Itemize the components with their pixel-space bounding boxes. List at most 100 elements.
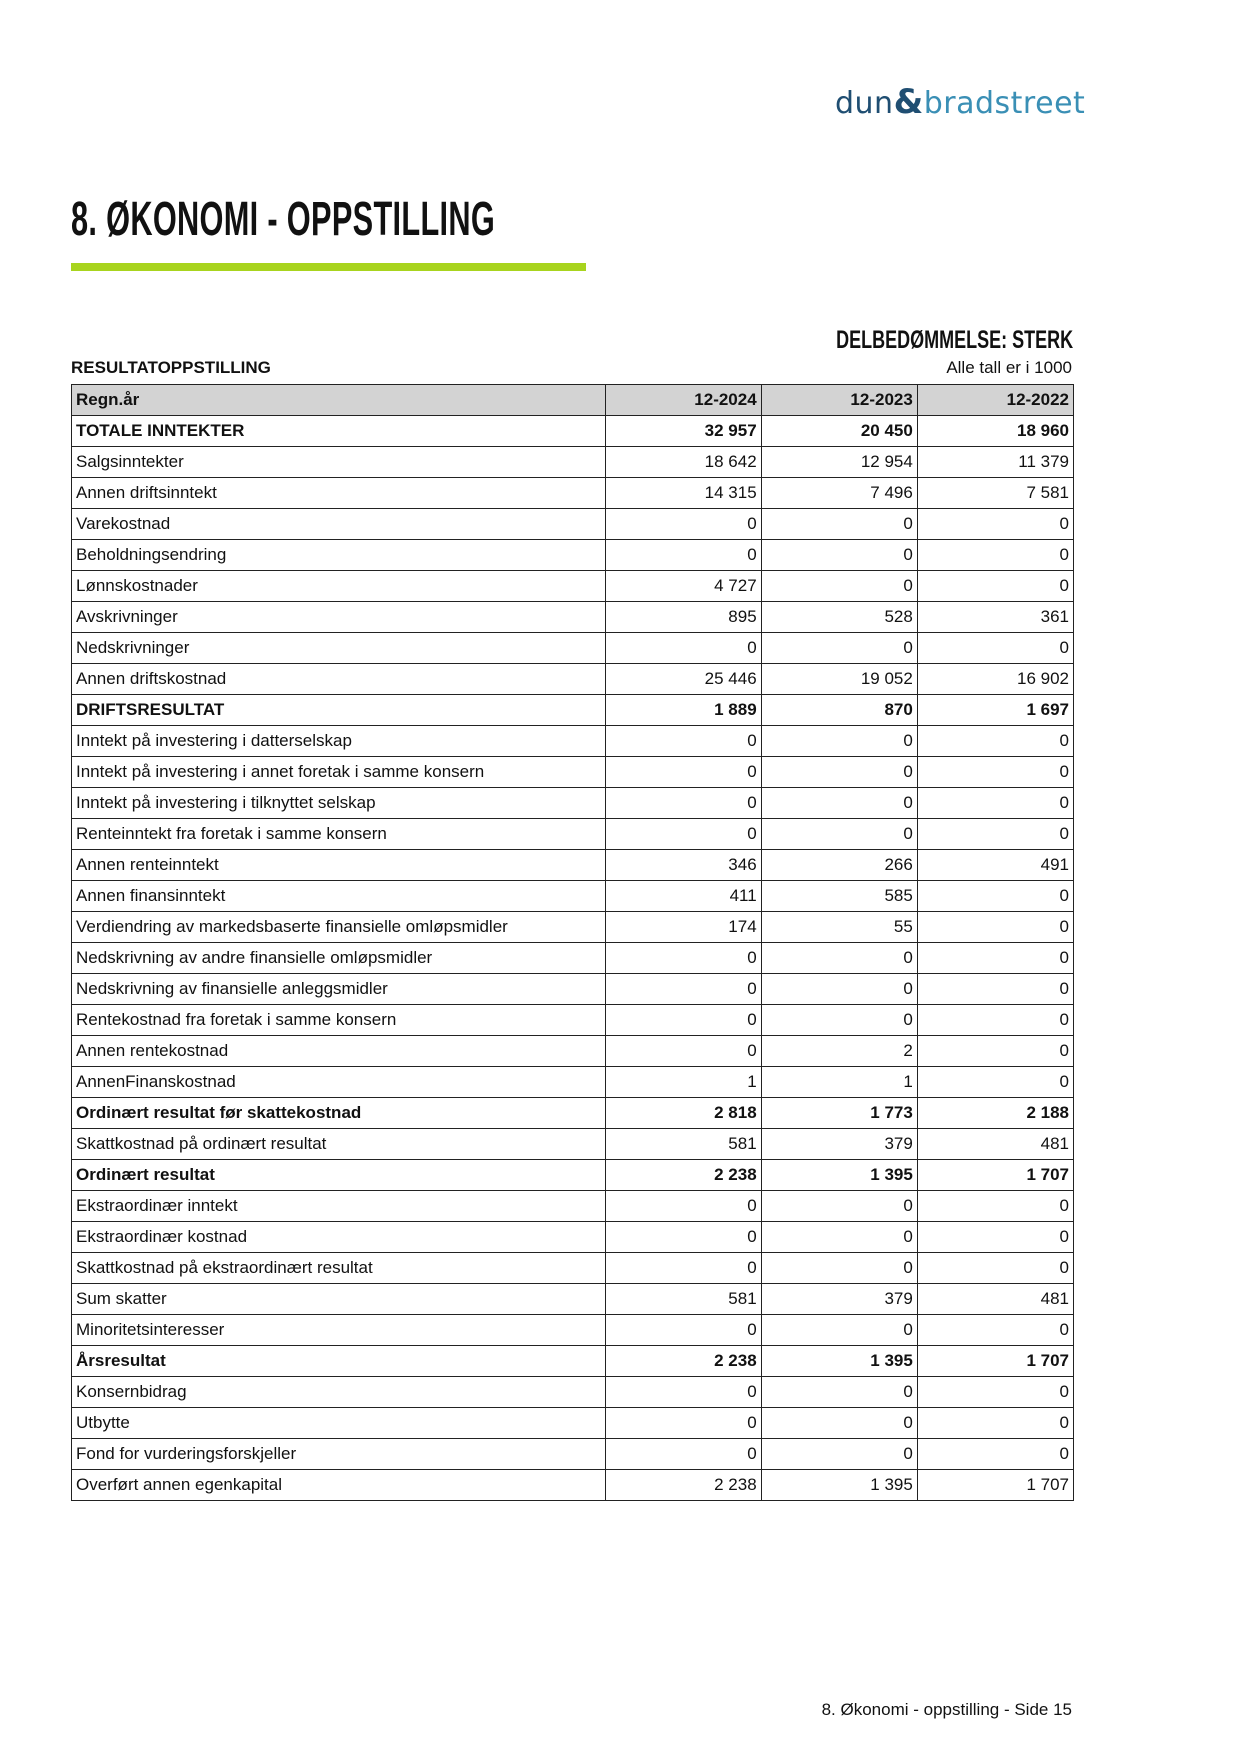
row-value: 0: [760, 725, 918, 757]
table-row: Skattkostnad på ordinært resultat 581 379 4…: [71, 1128, 1075, 1160]
row-value: 481: [916, 1128, 1075, 1160]
header-cell-year: 12-2022: [916, 384, 1075, 416]
rating-heading: DELBEDØMMELSE: STERK: [835, 326, 1073, 354]
row-value: 0: [916, 539, 1075, 571]
row-label: Annen renteinntekt: [71, 849, 606, 881]
table-row: Ordinært resultat 2 238 1 395 1 707: [71, 1159, 1075, 1191]
row-label: Nedskrivninger: [71, 632, 606, 664]
row-value: 0: [760, 1407, 918, 1439]
table-row: DRIFTSRESULTAT 1 889 870 1 697: [71, 694, 1075, 726]
row-value: 2 818: [604, 1097, 762, 1129]
row-value: 14 315: [604, 477, 762, 509]
row-value: 0: [916, 1190, 1075, 1222]
row-label: Ekstraordinær kostnad: [71, 1221, 606, 1253]
row-label: Ordinært resultat før skattekostnad: [71, 1097, 606, 1129]
row-label: DRIFTSRESULTAT: [71, 694, 606, 726]
row-value: 0: [604, 1376, 762, 1408]
table-row: Verdiendring av markedsbaserte finansiel…: [71, 911, 1075, 943]
row-label: Ordinært resultat: [71, 1159, 606, 1191]
row-value: 0: [916, 911, 1075, 943]
row-value: 1 773: [760, 1097, 918, 1129]
header-cell-year: 12-2024: [604, 384, 762, 416]
row-value: 0: [760, 1221, 918, 1253]
row-label: Renteinntekt fra foretak i samme konsern: [71, 818, 606, 850]
row-value: 0: [604, 756, 762, 788]
row-label: Inntekt på investering i datterselskap: [71, 725, 606, 757]
row-label: Årsresultat: [71, 1345, 606, 1377]
logo-text-bradstreet: bradstreet: [923, 86, 1086, 121]
row-value: 16 902: [916, 663, 1075, 695]
table-row: Nedskrivning av finansielle anleggsmidle…: [71, 973, 1075, 1005]
row-label: Annen driftskostnad: [71, 663, 606, 695]
row-value: 0: [604, 1314, 762, 1346]
row-label: Overført annen egenkapital: [71, 1469, 606, 1501]
row-value: 1 707: [916, 1345, 1075, 1377]
table-row: Beholdningsendring 0 0 0: [71, 539, 1075, 571]
row-label: Inntekt på investering i annet foretak i…: [71, 756, 606, 788]
row-value: 32 957: [604, 415, 762, 447]
row-value: 0: [760, 508, 918, 540]
table-row: Avskrivninger 895 528 361: [71, 601, 1075, 633]
table-row: Annen finansinntekt 411 585 0: [71, 880, 1075, 912]
row-value: 0: [916, 725, 1075, 757]
row-value: 25 446: [604, 663, 762, 695]
table-row: Ekstraordinær inntekt 0 0 0: [71, 1190, 1075, 1222]
table-row: Annen driftsinntekt 14 315 7 496 7 581: [71, 477, 1075, 509]
row-value: 0: [604, 1438, 762, 1470]
section-title: RESULTATOPPSTILLING: [71, 358, 271, 377]
logo-text-dun: dun: [835, 86, 894, 121]
row-label: AnnenFinanskostnad: [71, 1066, 606, 1098]
row-value: 1 697: [916, 694, 1075, 726]
row-value: 0: [760, 539, 918, 571]
table-header-row: Regn.år 12-2024 12-2023 12-2022: [71, 384, 1075, 416]
row-value: 0: [760, 756, 918, 788]
row-value: 870: [760, 694, 918, 726]
units-note: Alle tall er i 1000: [946, 358, 1072, 377]
row-value: 1: [604, 1066, 762, 1098]
table-row: Annen renteinntekt 346 266 491: [71, 849, 1075, 881]
row-value: 1 395: [760, 1159, 918, 1191]
table-row: AnnenFinanskostnad 1 1 0: [71, 1066, 1075, 1098]
row-value: 174: [604, 911, 762, 943]
table-row: Annen driftskostnad 25 446 19 052 16 902: [71, 663, 1075, 695]
table-row: Minoritetsinteresser 0 0 0: [71, 1314, 1075, 1346]
row-label: Annen finansinntekt: [71, 880, 606, 912]
row-value: 0: [916, 1221, 1075, 1253]
row-value: 528: [760, 601, 918, 633]
table-row: Utbytte 0 0 0: [71, 1407, 1075, 1439]
row-value: 0: [604, 725, 762, 757]
row-value: 0: [916, 1376, 1075, 1408]
table-row: Lønnskostnader 4 727 0 0: [71, 570, 1075, 602]
row-label: Nedskrivning av andre finansielle omløps…: [71, 942, 606, 974]
table-row: Inntekt på investering i datterselskap 0 0…: [71, 725, 1075, 757]
row-value: 0: [760, 1190, 918, 1222]
row-value: 0: [760, 1314, 918, 1346]
row-value: 0: [916, 818, 1075, 850]
row-value: 0: [916, 756, 1075, 788]
row-label: Konsernbidrag: [71, 1376, 606, 1408]
row-value: 0: [916, 1407, 1075, 1439]
row-value: 11 379: [916, 446, 1075, 478]
row-value: 0: [760, 570, 918, 602]
row-value: 411: [604, 880, 762, 912]
row-label: Verdiendring av markedsbaserte finansiel…: [71, 911, 606, 943]
row-value: 581: [604, 1128, 762, 1160]
row-value: 491: [916, 849, 1075, 881]
table-row: Ekstraordinær kostnad 0 0 0: [71, 1221, 1075, 1253]
row-value: 0: [916, 1066, 1075, 1098]
row-value: 1 707: [916, 1159, 1075, 1191]
table-row: Rentekostnad fra foretak i samme konsern…: [71, 1004, 1075, 1036]
row-value: 0: [916, 1004, 1075, 1036]
row-value: 0: [604, 1190, 762, 1222]
row-label: Utbytte: [71, 1407, 606, 1439]
row-value: 19 052: [760, 663, 918, 695]
row-label: Lønnskostnader: [71, 570, 606, 602]
page-footer: 8. Økonomi - oppstilling - Side 15: [821, 1700, 1072, 1719]
row-value: 0: [760, 1376, 918, 1408]
row-value: 266: [760, 849, 918, 881]
row-label: Ekstraordinær inntekt: [71, 1190, 606, 1222]
row-value: 18 642: [604, 446, 762, 478]
row-value: 7 581: [916, 477, 1075, 509]
table-row: Fond for vurderingsforskjeller 0 0 0: [71, 1438, 1075, 1470]
row-label: Rentekostnad fra foretak i samme konsern: [71, 1004, 606, 1036]
